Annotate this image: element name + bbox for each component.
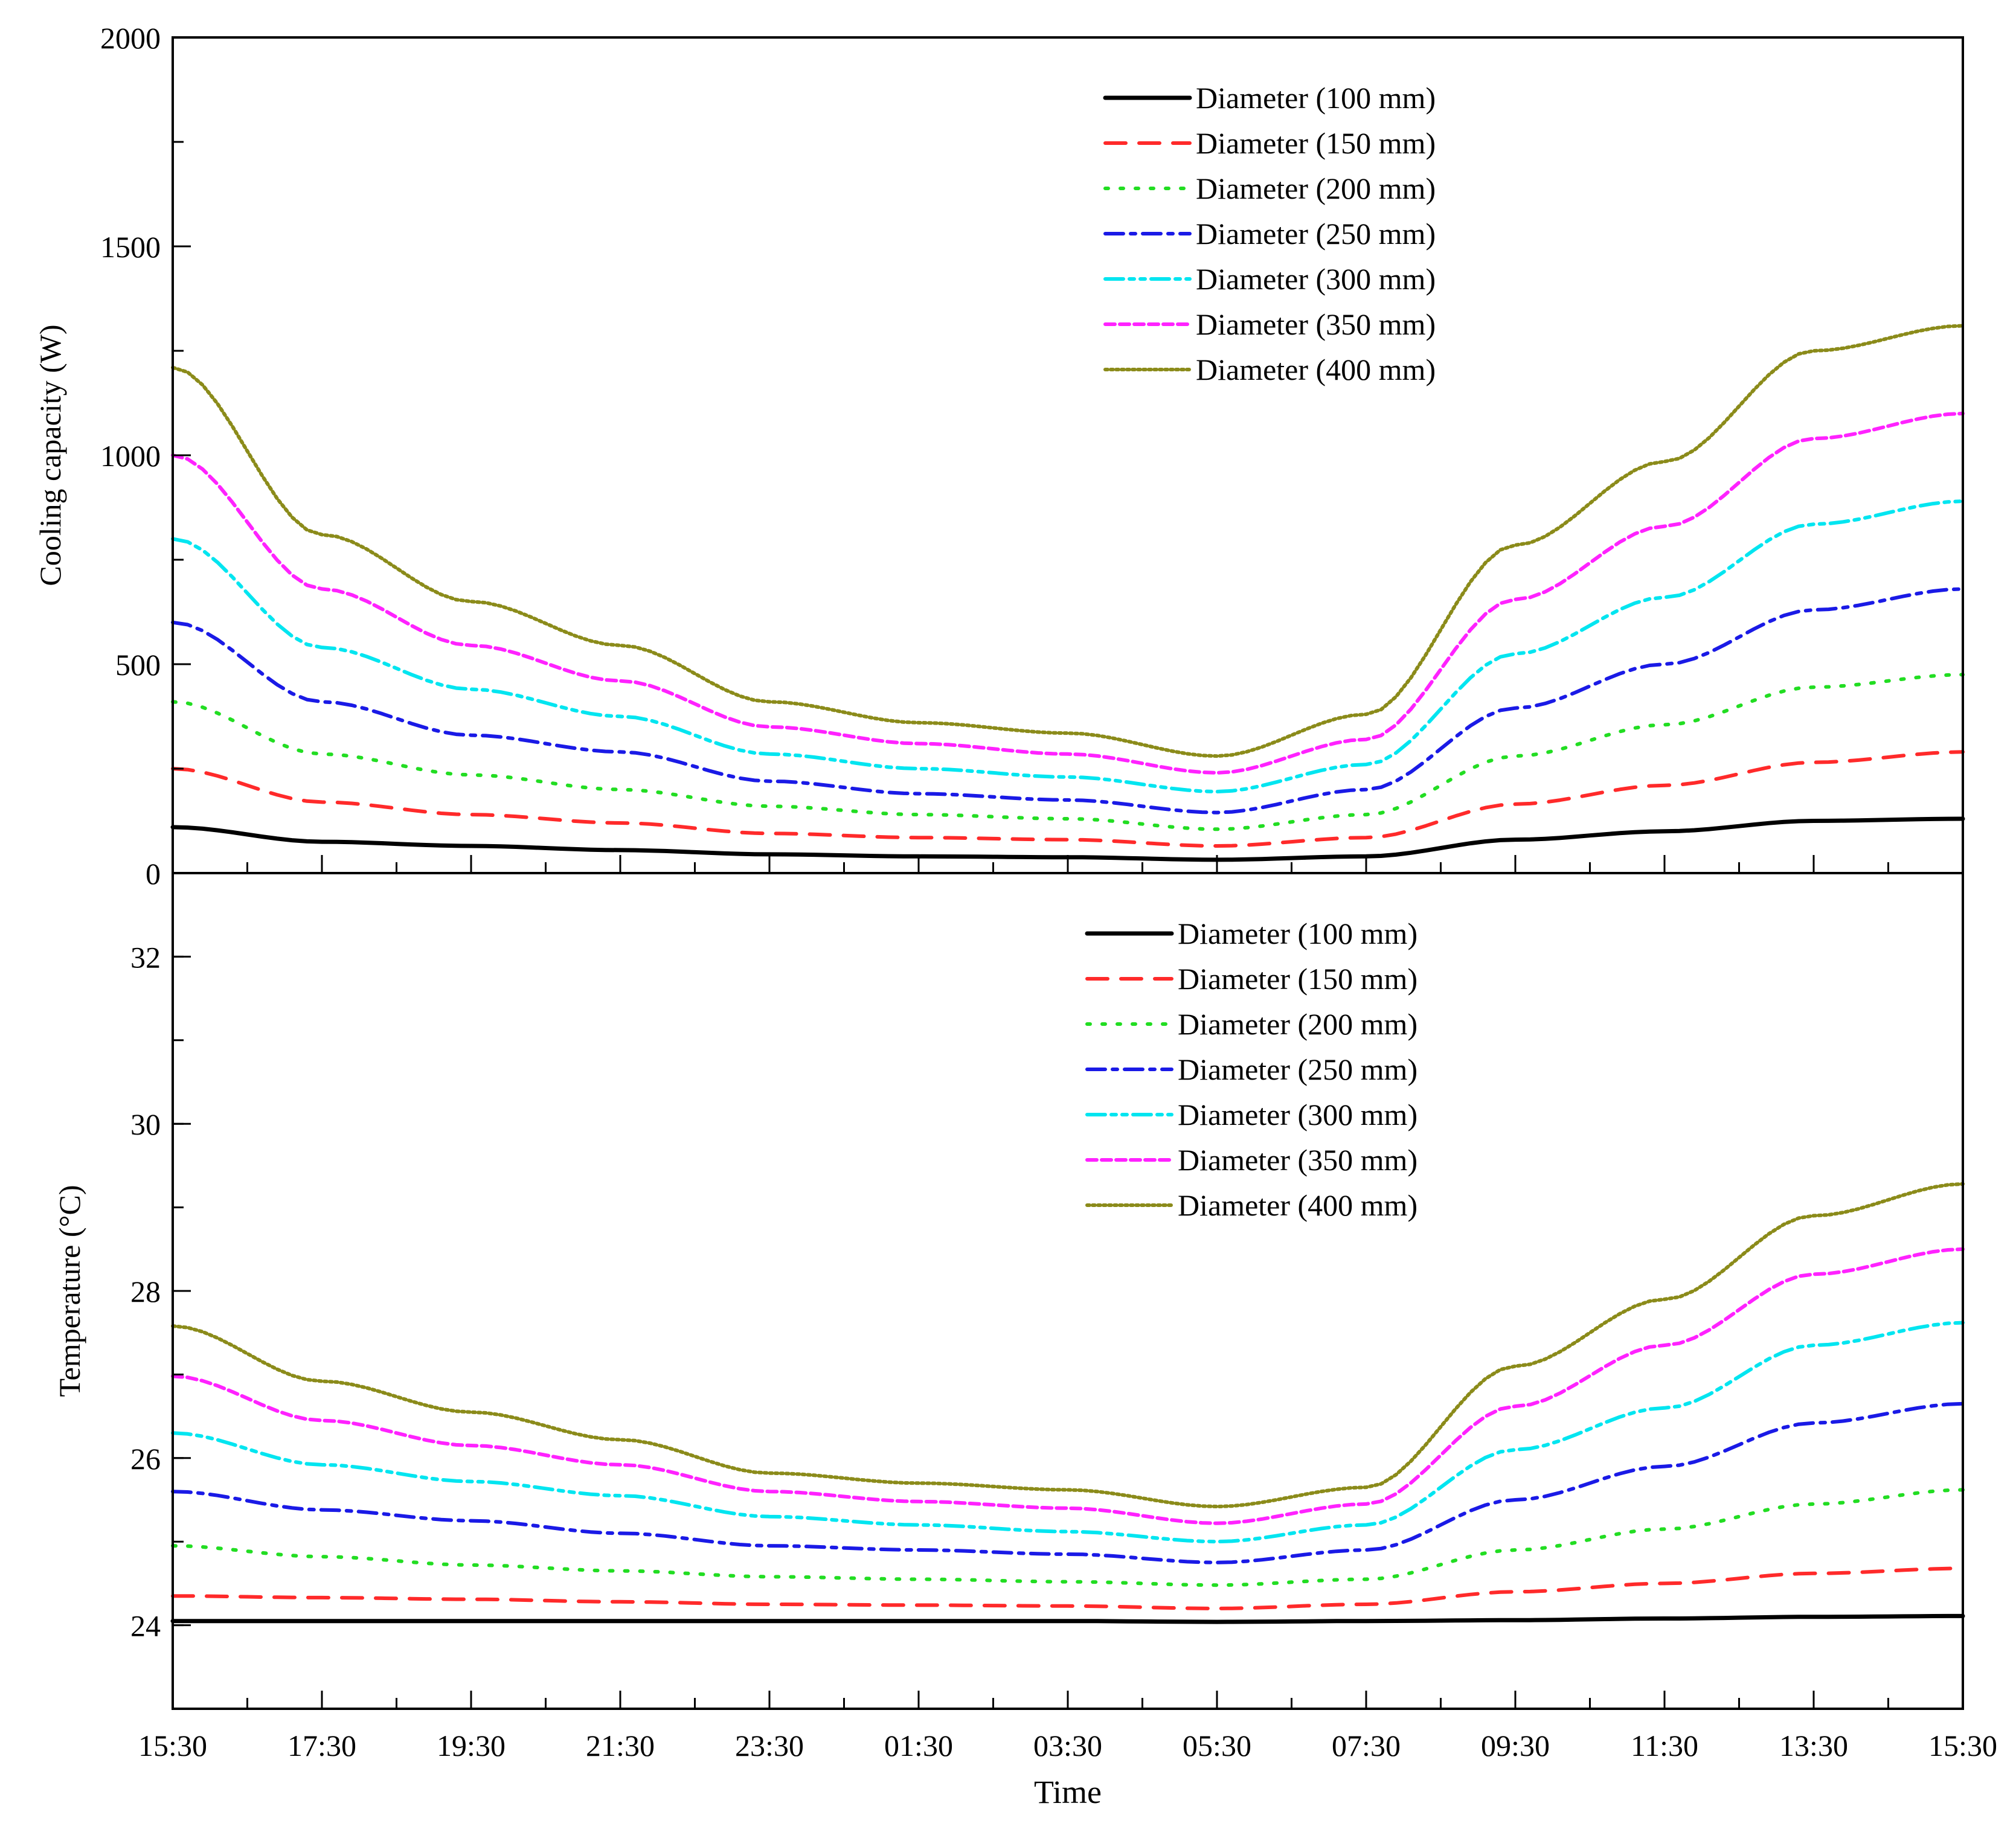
- x-tick-label: 15:30: [1928, 1729, 1997, 1763]
- legend-label-diameter-250-mm: Diameter (250 mm): [1196, 217, 1436, 251]
- cooling-capacity-x-ticks: [172, 855, 1964, 873]
- x-tick-label: 23:30: [735, 1729, 804, 1763]
- x-tick-label: 13:30: [1779, 1729, 1848, 1763]
- y-tick-label: 28: [130, 1275, 161, 1308]
- cooling-capacity-y-ticks: 0 500 1000 1500 2000: [100, 21, 191, 891]
- y-tick-label: 0: [146, 857, 161, 891]
- cooling-capacity-y-axis-label: Cooling capacity (W): [33, 324, 67, 586]
- y-tick-label: 2000: [100, 21, 161, 55]
- legend-label-diameter-150-mm: Diameter (150 mm): [1196, 126, 1436, 160]
- series-line-diameter-300-mm: [171, 1321, 1965, 1544]
- legend-label-diameter-300-mm: Diameter (300 mm): [1178, 1098, 1417, 1132]
- series-line-diameter-250-mm: [171, 587, 1965, 815]
- cooling-capacity-legend: Diameter (100 mm) Diameter (150 mm) Diamet…: [1103, 81, 1436, 386]
- x-tick-label: 19:30: [437, 1729, 506, 1763]
- legend-label-diameter-200-mm: Diameter (200 mm): [1196, 171, 1436, 205]
- series-line-diameter-300-mm: [171, 499, 1965, 794]
- legend-label-diameter-350-mm: Diameter (350 mm): [1178, 1143, 1417, 1177]
- legend-label-diameter-100-mm: Diameter (100 mm): [1178, 917, 1417, 950]
- x-axis-label: Time: [1034, 1774, 1102, 1810]
- legend-label-diameter-350-mm: Diameter (350 mm): [1196, 307, 1436, 341]
- x-tick-label: 01:30: [884, 1729, 953, 1763]
- x-tick-labels: 15:30 17:30 19:30 21:30 23:30 01:30 03:30 05:30…: [138, 1729, 1997, 1763]
- y-tick-label: 26: [130, 1442, 161, 1476]
- legend-label-diameter-300-mm: Diameter (300 mm): [1196, 262, 1436, 296]
- y-tick-label: 1500: [100, 230, 161, 264]
- series-line-diameter-350-mm: [171, 1247, 1965, 1525]
- cooling-capacity-panel: 0 500 1000 1500 2000 Cooling capacity (W) Di…: [33, 21, 1965, 891]
- temperature-y-ticks: 24 26 28 30 32: [130, 872, 191, 1710]
- cooling-capacity-series-group: [170, 324, 1965, 862]
- series-line-diameter-150-mm: [171, 1566, 1965, 1610]
- y-tick-label: 32: [130, 940, 161, 974]
- legend-label-diameter-100-mm: Diameter (100 mm): [1196, 81, 1436, 115]
- series-line-diameter-150-mm: [171, 750, 1965, 848]
- temperature-series-group: [170, 1182, 1965, 1624]
- series-line-diameter-200-mm: [171, 1488, 1965, 1587]
- y-tick-label: 500: [115, 648, 161, 682]
- legend-label-diameter-150-mm: Diameter (150 mm): [1178, 962, 1417, 996]
- series-line-diameter-400-mm: [171, 324, 1965, 758]
- series-line-diameter-400-mm: [171, 1182, 1965, 1509]
- temperature-y-axis-label: Temperature (°C): [53, 1185, 86, 1397]
- legend-label-diameter-250-mm: Diameter (250 mm): [1178, 1052, 1417, 1086]
- series-line-diameter-350-mm: [171, 411, 1965, 775]
- legend-label-diameter-400-mm: Diameter (400 mm): [1196, 353, 1436, 386]
- x-tick-label: 17:30: [287, 1729, 356, 1763]
- series-line-diameter-200-mm: [171, 673, 1965, 831]
- x-tick-label: 09:30: [1481, 1729, 1550, 1763]
- x-tick-label: 03:30: [1033, 1729, 1102, 1763]
- y-tick-label: 1000: [100, 439, 161, 473]
- x-tick-label: 15:30: [138, 1729, 207, 1763]
- x-tick-label: 11:30: [1631, 1729, 1698, 1763]
- series-line-diameter-250-mm: [171, 1401, 1965, 1564]
- temperature-x-ticks: [172, 1691, 1964, 1709]
- y-tick-label: 24: [130, 1609, 161, 1643]
- temperature-panel: 24 26 28 30 32 Temperature (°C) Diameter (10…: [53, 872, 1965, 1710]
- legend-label-diameter-200-mm: Diameter (200 mm): [1178, 1007, 1417, 1041]
- temperature-legend: Diameter (100 mm) Diameter (150 mm) Diamet…: [1085, 917, 1417, 1222]
- series-line-diameter-100-mm: [170, 1613, 1965, 1624]
- y-tick-label: 30: [130, 1107, 161, 1141]
- legend-label-diameter-400-mm: Diameter (400 mm): [1178, 1188, 1417, 1222]
- x-tick-label: 07:30: [1332, 1729, 1401, 1763]
- x-tick-label: 05:30: [1183, 1729, 1251, 1763]
- x-tick-label: 21:30: [586, 1729, 655, 1763]
